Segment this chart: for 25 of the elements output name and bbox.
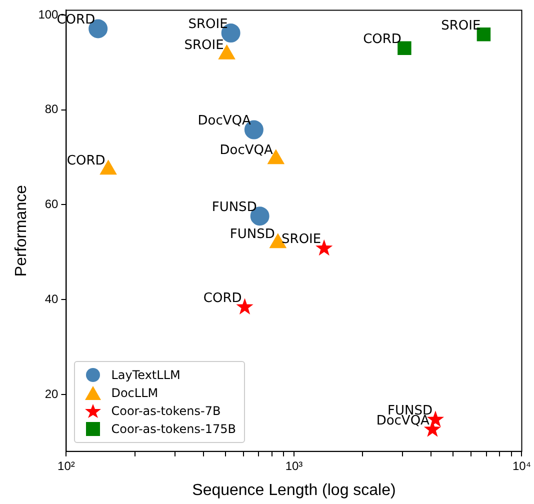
y-tick-label: 80 (44, 102, 59, 116)
y-tick-label: 60 (44, 197, 59, 212)
annotation: SROIE (282, 232, 322, 248)
annotation: FUNSD (230, 227, 275, 242)
annotation: SROIE (188, 16, 228, 32)
annotation: DocVQA (198, 114, 252, 129)
y-tick-label: 20 (44, 386, 59, 401)
y-axis-title: Performance (13, 184, 30, 277)
x-tick-label: 10³ (285, 458, 303, 473)
x-tick-label: 10² (58, 458, 75, 473)
annotation: SROIE (441, 18, 481, 34)
y-tick-label: 100 (38, 7, 59, 22)
y-tick-label: 40 (44, 292, 59, 306)
annotation: FUNSD (212, 200, 257, 215)
annotation: DocVQA (220, 143, 274, 158)
x-axis-title: Sequence Length (log scale) (192, 482, 396, 499)
annotation: CORD (363, 32, 402, 48)
annotation: CORD (66, 153, 106, 168)
legend-label: Coor-as-tokens-7B (111, 404, 221, 418)
legend-label: Coor-as-tokens-175B (111, 422, 236, 436)
x-tick-label: 10⁴ (512, 458, 532, 473)
annotation: CORD (203, 291, 242, 306)
legend-label: DocLLM (111, 386, 158, 400)
annotation: SROIE (184, 38, 224, 54)
legend-label: LayTextLLM (111, 368, 180, 382)
